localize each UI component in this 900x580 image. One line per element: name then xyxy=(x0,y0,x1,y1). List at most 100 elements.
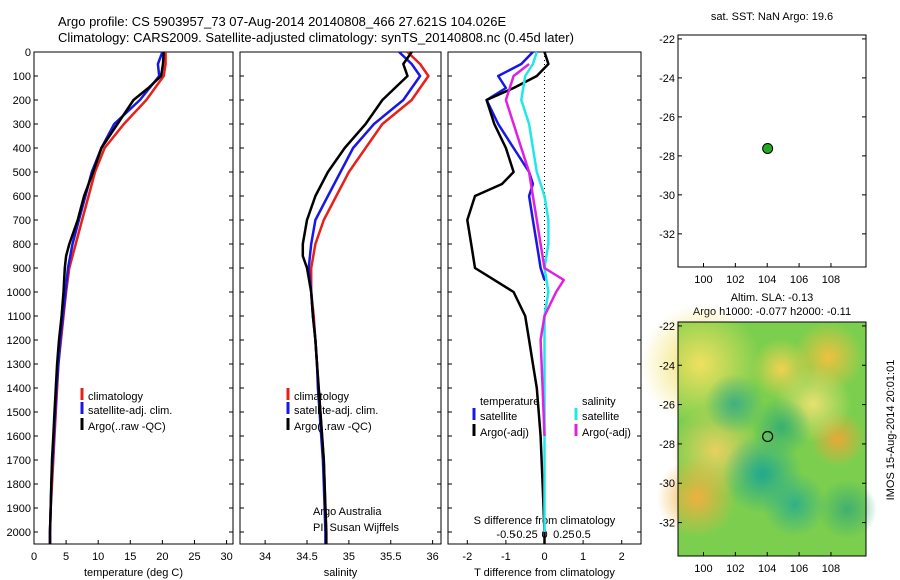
s-tick-label: -0.5 xyxy=(496,529,515,541)
x-tick-label: 34 xyxy=(259,551,271,563)
y-tick-label: -28 xyxy=(659,439,675,451)
x-tick-label: 30 xyxy=(220,551,232,563)
panel-1-series xyxy=(48,51,167,544)
x-tick-label: 10 xyxy=(92,551,104,563)
heatmap-blob xyxy=(762,472,827,537)
y-tick-label: 700 xyxy=(13,215,31,227)
y-tick-label: 1100 xyxy=(7,311,31,323)
y-tick-label: -26 xyxy=(659,400,675,412)
y-tick-label: -24 xyxy=(659,73,675,85)
climatology-title: Climatology: CARS2009. Satellite-adjuste… xyxy=(58,30,574,45)
legend-entry: satellite xyxy=(480,411,517,423)
legend-entry: Argo(..raw -QC) xyxy=(88,421,166,433)
series-line-argo-raw-qc- xyxy=(301,51,413,544)
legend-entry: climatology xyxy=(88,391,144,403)
s-tick-label: 0.5 xyxy=(575,529,590,541)
y-tick-label: 0 xyxy=(25,47,31,59)
series-line-climatology xyxy=(309,51,430,544)
legend-entry: Argo(-adj) xyxy=(480,427,529,439)
panel-2-series xyxy=(301,51,430,544)
heatmap-blob xyxy=(656,457,737,538)
y-tick-label: -22 xyxy=(659,321,675,333)
y-tick-label: 200 xyxy=(13,95,31,107)
y-tick-label: 900 xyxy=(13,263,31,275)
legend-entry: Argo(..raw -QC) xyxy=(294,421,372,433)
series-line-climatology xyxy=(48,52,167,544)
x-tick-label: 15 xyxy=(124,551,136,563)
x-tick-label: 100 xyxy=(694,563,712,575)
argo-position-marker xyxy=(762,142,774,154)
series-line-temperature-argo-adj- xyxy=(466,51,550,544)
y-tick-label: 2000 xyxy=(7,527,31,539)
series-line-salinity-argo-adj- xyxy=(504,63,566,437)
x-axis-label: salinity xyxy=(324,567,358,579)
y-tick-label: 300 xyxy=(13,119,31,131)
x-tick-label: 104 xyxy=(758,274,776,286)
panel-2-frame xyxy=(239,51,442,545)
legend-entry: satellite-adj. clim. xyxy=(294,405,378,417)
y-tick-label: 1000 xyxy=(7,287,31,299)
y-tick-label: 1600 xyxy=(7,431,31,443)
legend-heading: salinity xyxy=(582,396,616,408)
legend-entry: climatology xyxy=(294,391,350,403)
profile-title: Argo profile: CS 5903957_73 07-Aug-2014 … xyxy=(58,14,507,29)
x-tick-label: 34.5 xyxy=(296,551,317,563)
x-tick-label: 102 xyxy=(726,563,744,575)
x-tick-label: -2 xyxy=(462,551,472,563)
map-4-frame xyxy=(677,321,867,557)
annotation: PI: Susan Wijffels xyxy=(313,522,399,534)
annotation: Argo Australia xyxy=(313,506,382,518)
heatmap-blob xyxy=(751,397,812,458)
y-tick-label: 1500 xyxy=(7,407,31,419)
panel-1-frame xyxy=(33,51,234,545)
x-tick-label: 1 xyxy=(580,551,586,563)
y-tick-label: -32 xyxy=(659,518,675,530)
x-tick-label: 35 xyxy=(343,551,355,563)
x-axis-label: temperature (deg C) xyxy=(84,567,183,579)
y-tick-label: 1400 xyxy=(7,383,31,395)
y-tick-label: -24 xyxy=(659,360,675,372)
x-tick-label: 2 xyxy=(619,551,625,563)
s-tick-label: -0.25 xyxy=(513,529,538,541)
y-tick-label: 400 xyxy=(13,143,31,155)
x-tick-label: 0 xyxy=(31,551,37,563)
x-tick-label: 5 xyxy=(63,551,69,563)
x-tick-label: 25 xyxy=(188,551,200,563)
x-tick-label: 0 xyxy=(541,551,547,563)
x-tick-label: 104 xyxy=(758,563,776,575)
y-tick-label: -26 xyxy=(659,112,675,124)
y-tick-label: 600 xyxy=(13,191,31,203)
map-title: Altim. SLA: -0.13 xyxy=(731,292,814,304)
x-tick-label: 36 xyxy=(427,551,439,563)
series-line-temperature-satellite xyxy=(485,51,546,281)
y-tick-label: -30 xyxy=(659,190,675,202)
x-tick-label: 108 xyxy=(822,274,840,286)
map-title: sat. SST: NaN Argo: 19.6 xyxy=(711,11,833,23)
y-tick-label: -32 xyxy=(659,229,675,241)
series-line-salinity-satellite xyxy=(520,51,550,532)
legend-heading: temperature xyxy=(480,396,539,408)
y-tick-label: 1300 xyxy=(7,359,31,371)
series-line-argo-raw-qc- xyxy=(48,51,165,544)
legend-entry: satellite-adj. clim. xyxy=(88,405,172,417)
y-tick-label: 500 xyxy=(13,167,31,179)
y-tick-label: 1900 xyxy=(7,503,31,515)
x-tick-label: 106 xyxy=(790,274,808,286)
y-tick-label: 1800 xyxy=(7,479,31,491)
x-axis-label: T difference from climatology xyxy=(474,567,615,579)
map-3-frame xyxy=(677,34,867,268)
y-tick-label: 100 xyxy=(13,71,31,83)
heatmap-blob xyxy=(704,373,765,434)
legend-entry: Argo(-adj) xyxy=(582,427,631,439)
y-tick-label: -30 xyxy=(659,478,675,490)
x-tick-label: 102 xyxy=(726,274,744,286)
series-line-satellite-adj-clim- xyxy=(48,51,164,544)
x-tick-label: 108 xyxy=(822,563,840,575)
y-tick-label: 1700 xyxy=(7,455,31,467)
y-tick-label: 800 xyxy=(13,239,31,251)
y-tick-label: -28 xyxy=(659,151,675,163)
argo-position-marker xyxy=(762,430,774,443)
heatmap-blob xyxy=(817,479,878,540)
y-tick-label: -22 xyxy=(659,34,675,46)
